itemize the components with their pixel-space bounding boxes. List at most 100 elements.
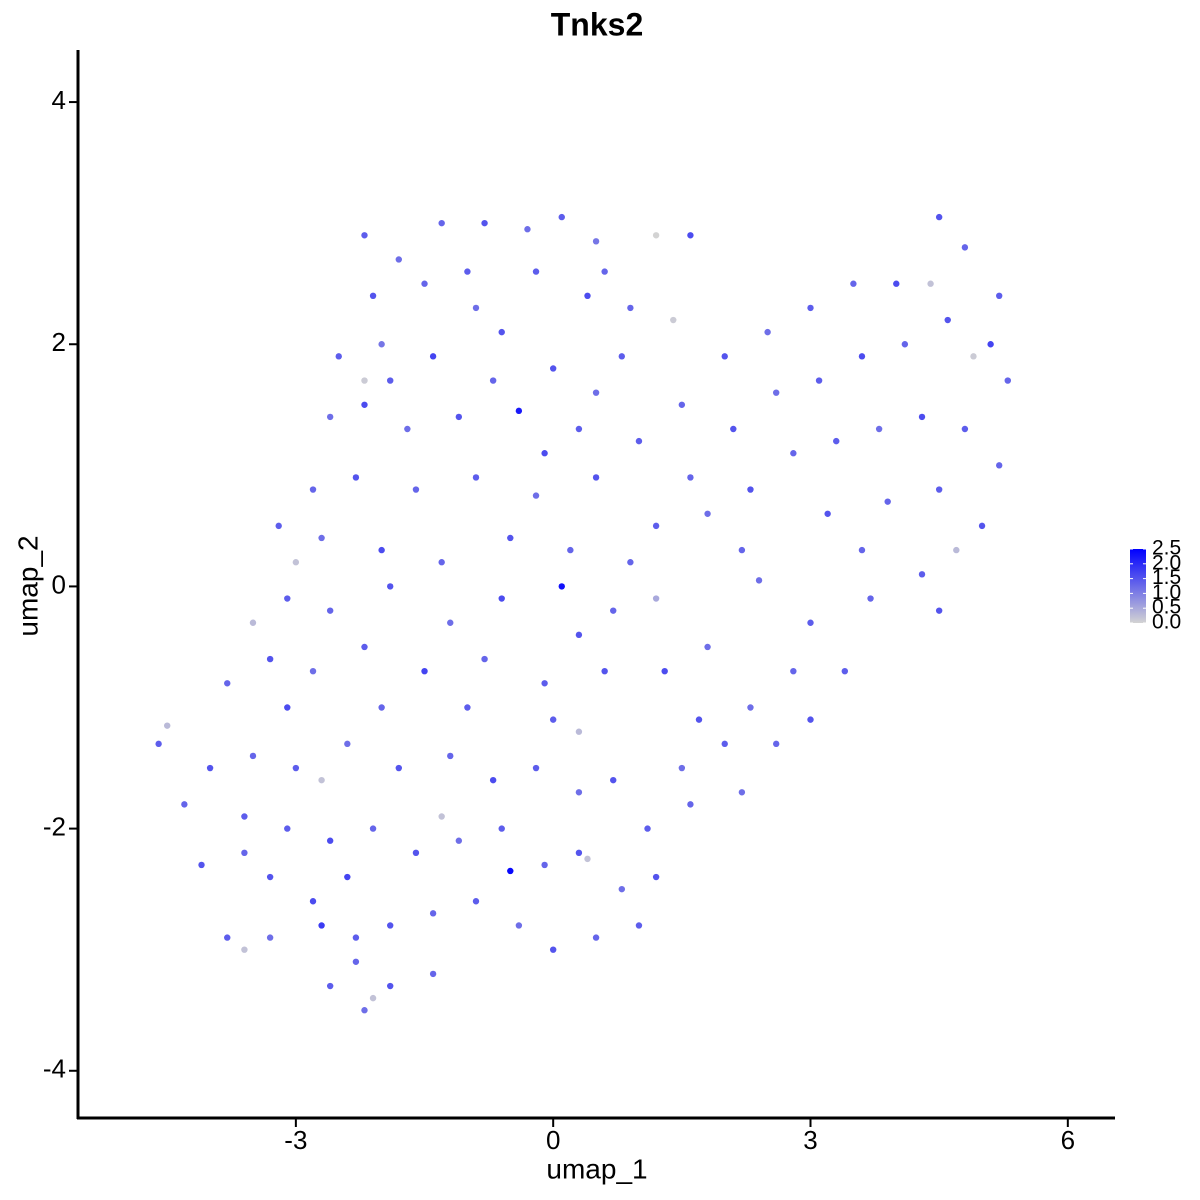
point bbox=[944, 316, 951, 324]
x-tick-label: 0 bbox=[546, 1125, 560, 1155]
point bbox=[815, 377, 823, 384]
point bbox=[575, 728, 583, 735]
point bbox=[369, 825, 377, 832]
point bbox=[618, 885, 626, 893]
point bbox=[884, 498, 891, 505]
point bbox=[224, 680, 231, 687]
point bbox=[627, 559, 634, 566]
point bbox=[961, 425, 969, 433]
point bbox=[687, 232, 694, 239]
point bbox=[361, 232, 368, 239]
colorbar-tick-label: 1.0 bbox=[1152, 581, 1181, 604]
point bbox=[455, 413, 463, 421]
point bbox=[352, 958, 360, 965]
point bbox=[447, 619, 454, 626]
point bbox=[318, 776, 325, 784]
point bbox=[935, 213, 943, 221]
point bbox=[790, 450, 797, 457]
point bbox=[549, 716, 557, 723]
point bbox=[344, 740, 351, 748]
point bbox=[318, 922, 325, 929]
point bbox=[421, 280, 428, 287]
point bbox=[387, 583, 394, 590]
point bbox=[601, 268, 608, 275]
point bbox=[369, 994, 377, 1002]
point bbox=[447, 752, 454, 760]
point bbox=[361, 401, 368, 408]
point bbox=[824, 510, 831, 517]
point bbox=[541, 680, 548, 687]
point bbox=[935, 607, 943, 614]
point bbox=[292, 764, 300, 772]
y-axis-label: umap_2 bbox=[12, 535, 43, 636]
point bbox=[704, 643, 711, 651]
point bbox=[978, 522, 986, 530]
point bbox=[455, 837, 463, 844]
point bbox=[395, 764, 402, 772]
point bbox=[644, 825, 651, 832]
point bbox=[275, 522, 282, 530]
point bbox=[858, 546, 866, 554]
point bbox=[807, 716, 814, 723]
point bbox=[678, 764, 686, 772]
point bbox=[893, 280, 900, 287]
point bbox=[549, 365, 557, 372]
point bbox=[695, 716, 703, 723]
point bbox=[326, 413, 334, 421]
point bbox=[464, 704, 471, 711]
point bbox=[652, 873, 660, 881]
point bbox=[489, 377, 497, 384]
point bbox=[378, 704, 385, 711]
point bbox=[421, 667, 428, 675]
point bbox=[309, 898, 317, 905]
point bbox=[541, 861, 548, 869]
point bbox=[429, 353, 437, 360]
point bbox=[833, 437, 840, 445]
y-tick-label: 2 bbox=[52, 327, 66, 357]
point bbox=[387, 922, 394, 929]
point bbox=[652, 522, 660, 530]
point bbox=[575, 789, 583, 796]
point bbox=[361, 377, 368, 384]
point bbox=[498, 595, 505, 602]
point bbox=[627, 304, 634, 312]
colorbar-tick-label: 0.0 bbox=[1152, 611, 1181, 634]
point bbox=[429, 910, 437, 917]
colorbar-tick-label: 2.5 bbox=[1152, 537, 1181, 560]
colorbar-tick-label: 2.0 bbox=[1152, 551, 1181, 574]
point bbox=[747, 704, 754, 711]
x-axis-label: umap_1 bbox=[546, 1153, 647, 1184]
point bbox=[901, 341, 909, 348]
point bbox=[652, 232, 660, 239]
point bbox=[592, 238, 600, 245]
point bbox=[326, 982, 334, 990]
point bbox=[309, 667, 317, 675]
point bbox=[1004, 377, 1011, 384]
point bbox=[481, 219, 488, 227]
point bbox=[378, 546, 385, 554]
point bbox=[532, 492, 540, 499]
point bbox=[164, 722, 171, 729]
point bbox=[652, 595, 660, 602]
point bbox=[361, 643, 368, 651]
point bbox=[610, 607, 617, 614]
point bbox=[515, 922, 523, 929]
point bbox=[387, 982, 394, 990]
point bbox=[241, 813, 248, 820]
point bbox=[575, 631, 583, 639]
point bbox=[575, 425, 583, 433]
point bbox=[352, 474, 360, 481]
point bbox=[266, 934, 274, 941]
point bbox=[181, 801, 188, 808]
point bbox=[464, 268, 471, 275]
point bbox=[996, 292, 1003, 300]
point bbox=[670, 316, 677, 324]
point bbox=[206, 764, 214, 772]
point bbox=[429, 970, 437, 978]
point bbox=[738, 789, 746, 796]
point bbox=[687, 801, 694, 808]
point bbox=[292, 559, 300, 566]
point bbox=[378, 341, 385, 348]
point bbox=[224, 934, 231, 941]
